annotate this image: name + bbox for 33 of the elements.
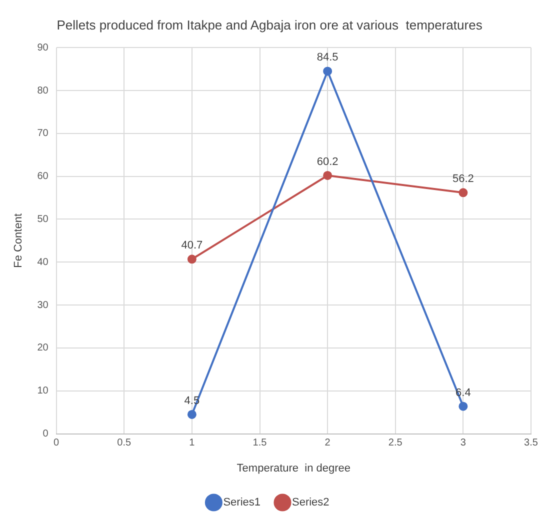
y-tick-label: 30: [37, 300, 49, 311]
y-tick-label: 0: [42, 428, 49, 440]
y-tick-label: 40: [37, 256, 49, 268]
legend-label: Series1: [223, 496, 260, 509]
point: [187, 254, 196, 264]
point: [187, 410, 196, 419]
x-axis-title: Temperature in degree: [236, 462, 351, 474]
y-tick-label: 20: [37, 342, 49, 354]
x-tick-label: 0: [54, 438, 60, 449]
point: [323, 66, 332, 76]
y-tick-label: 70: [37, 128, 49, 140]
y-axis-title: Fe Content: [12, 213, 25, 268]
data-label: 56.2: [452, 173, 474, 186]
y-tick-label: 80: [37, 85, 49, 96]
y-tick-label: 10: [37, 386, 49, 397]
point: [458, 402, 468, 411]
x-tick-label: 2.5: [388, 438, 403, 449]
x-tick-label: 2: [324, 438, 331, 449]
point: [458, 188, 468, 198]
y-tick-label: 50: [37, 214, 49, 225]
x-tick-label: 1.5: [252, 438, 268, 449]
data-label: 84.5: [316, 52, 338, 64]
y-tick-label: 60: [37, 171, 49, 182]
legend-label: Series2: [292, 496, 330, 509]
data-label: 40.7: [181, 240, 203, 252]
x-tick-label: 3: [460, 438, 466, 449]
x-tick-label: 1: [189, 438, 196, 449]
x-tick-label: 3.5: [524, 438, 538, 449]
point: [323, 170, 332, 180]
y-tick-label: 90: [37, 42, 49, 54]
data-label: 60.2: [316, 156, 338, 168]
chart-title: Pellets produced from Itakpe and Agbaja iron ore at various temperatures: [56, 17, 483, 32]
x-tick-label: 0.5: [117, 438, 132, 449]
